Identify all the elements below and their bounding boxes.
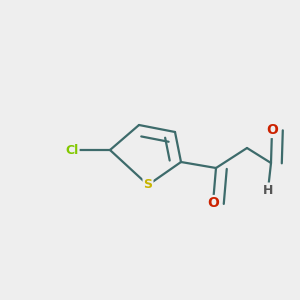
Text: S: S	[143, 178, 152, 191]
Text: O: O	[266, 123, 278, 137]
Text: H: H	[263, 184, 273, 196]
Text: Cl: Cl	[65, 143, 79, 157]
Text: O: O	[207, 196, 219, 210]
